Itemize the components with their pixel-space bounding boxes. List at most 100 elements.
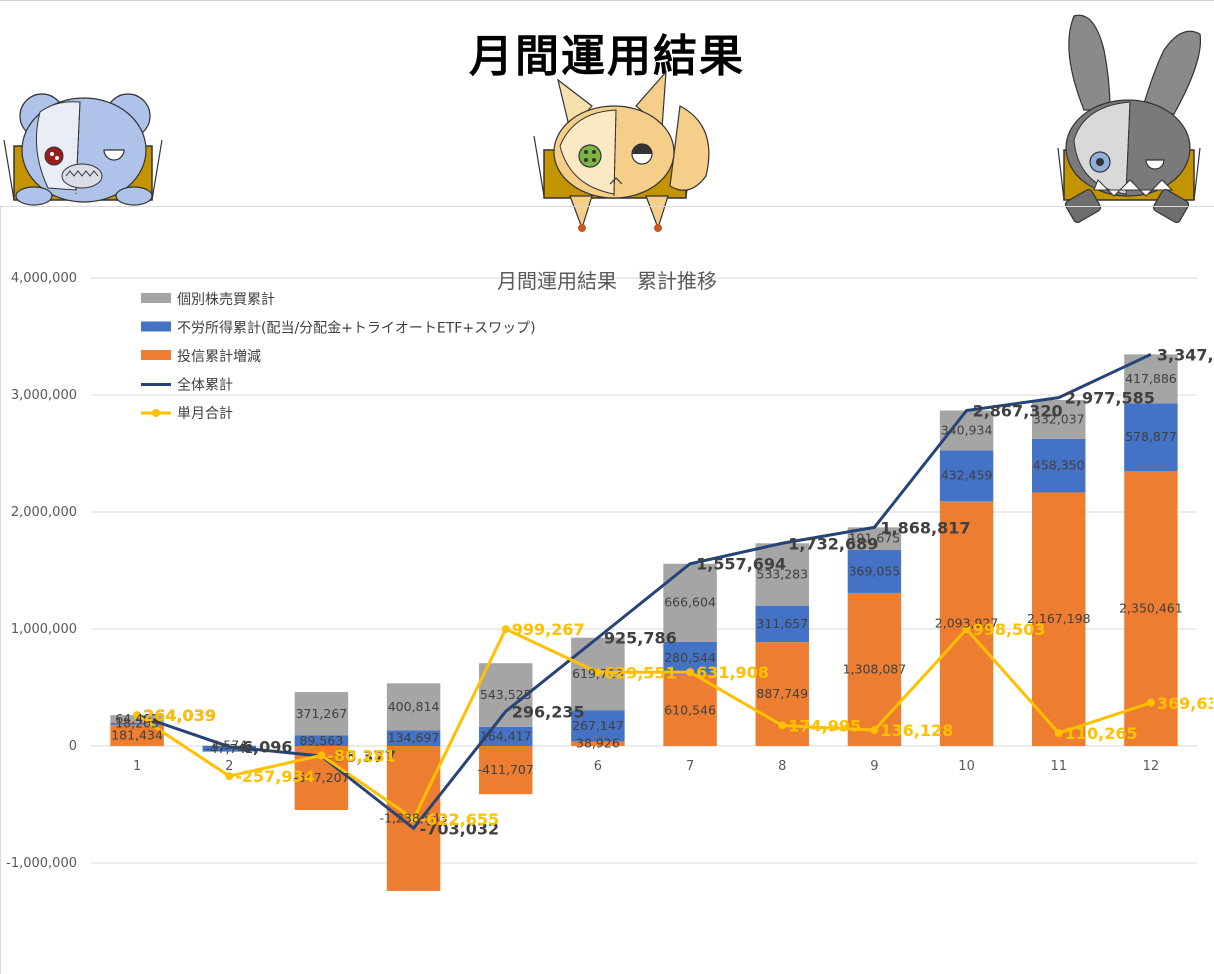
income-data-label: 578,877 — [1125, 429, 1177, 444]
total-cumulative-line — [136, 353, 1152, 831]
fund-data-label: 887,749 — [756, 686, 808, 701]
chart-area: 4,000,000 3,000,000 2,000,000 1,000,000 0 -1,… — [0, 206, 1214, 974]
x-tick-label: 12 — [1143, 759, 1160, 774]
income-data-label: 458,350 — [1033, 458, 1085, 473]
fund-data-label: 38,926 — [576, 736, 620, 751]
stock-data-label: 619,713 — [572, 666, 624, 681]
chart-title: 月間運用結果 累計推移 — [497, 269, 717, 293]
monthly-total-point — [133, 711, 142, 720]
legend-swatch — [141, 321, 171, 332]
income-bar — [939, 450, 994, 502]
stock-data-label: 533,283 — [756, 566, 808, 581]
x-tick-label: 9 — [870, 759, 878, 774]
stock-data-label: 191,675 — [849, 531, 901, 546]
total-cumulative-label: 1,732,689 — [788, 534, 878, 553]
monthly-total-label: 369,639 — [1157, 694, 1213, 713]
income-data-label: 311,657 — [756, 616, 808, 631]
stock-data-label: 340,934 — [941, 422, 993, 437]
total-cumulative-label: 264,039 — [143, 706, 216, 725]
legend-label: 不労所得累計(配当/分配金+トライオートETF+スワップ) — [177, 320, 536, 337]
monthly-total-label: 136,128 — [880, 721, 953, 740]
monthly-total-label: 629,551 — [604, 663, 677, 682]
stock-data-label: 417,886 — [1125, 371, 1177, 386]
fund-bar — [847, 592, 902, 746]
fund-bar — [110, 724, 164, 746]
monthly-total-label: 999,267 — [512, 620, 585, 639]
y-tick-label: -1,000,000 — [6, 856, 77, 871]
x-tick-label: 1 — [133, 759, 141, 774]
monthly-total-point — [593, 668, 602, 677]
fund-bar — [663, 674, 717, 746]
x-tick-label: 11 — [1050, 759, 1067, 774]
x-tick-label: 8 — [778, 759, 786, 774]
total-cumulative-label: 2,977,585 — [1065, 389, 1155, 408]
cumulative-results-chart: 4,000,000 3,000,000 2,000,000 1,000,000 0 -1,… — [6, 269, 1213, 891]
income-bar — [571, 710, 625, 742]
fund-data-label: -547,207 — [293, 770, 349, 785]
income-data-label: 164,417 — [480, 728, 532, 743]
x-tick-label: 7 — [686, 759, 694, 774]
fund-data-label: -411,707 — [478, 762, 534, 777]
income-data-label: 280,544 — [664, 650, 716, 665]
page-title: 月間運用結果 — [469, 31, 745, 82]
monthly-total-label: -622,655 — [420, 810, 500, 829]
x-axis: 123456789101112 — [133, 759, 1159, 774]
income-data-label: 432,459 — [941, 468, 993, 483]
stock-data-label: 543,525 — [480, 687, 532, 702]
income-bar — [202, 746, 256, 752]
patched-bear-mascot — [3, 93, 163, 206]
patched-fox-mascot — [533, 70, 710, 232]
monthly-total-point — [870, 726, 879, 735]
y-axis: 4,000,000 3,000,000 2,000,000 1,000,000 0 -1,… — [6, 271, 77, 871]
chart-gridlines — [91, 277, 1197, 864]
fund-data-label: -1,238,543 — [380, 810, 448, 825]
monthly-total-line — [136, 626, 1152, 822]
income-bar — [755, 605, 809, 643]
y-tick-label: 1,000,000 — [11, 622, 77, 637]
header-top-border — [0, 0, 1214, 1]
income-data-label: 89,563 — [300, 733, 344, 748]
income-bar — [386, 730, 441, 746]
monthly-total-label: 174,995 — [788, 717, 861, 736]
monthly-total-point — [962, 625, 971, 634]
income-data-label: 134,697 — [388, 730, 440, 745]
legend-label: 単月合計 — [177, 406, 233, 422]
income-bar — [1124, 403, 1178, 471]
monthly-total-label: 631,908 — [696, 663, 769, 682]
total-cumulative-label: -703,032 — [420, 819, 500, 838]
income-data-label: -47,742 — [205, 741, 253, 756]
total-cumulative-label: 1,868,817 — [880, 518, 970, 537]
total-cumulative-label: 2,867,320 — [973, 402, 1063, 421]
monthly-total-point — [409, 814, 418, 823]
legend-label: 全体累計 — [177, 377, 233, 394]
monthly-total-point — [501, 625, 510, 634]
stock-bar — [386, 683, 441, 731]
monthly-total-point — [686, 668, 695, 677]
fund-data-label: 2,350,461 — [1119, 600, 1183, 615]
total-cumulative-label: 3,347,224 — [1157, 345, 1213, 364]
total-cumulative-label: 925,786 — [604, 629, 677, 648]
x-tick-label: 2 — [225, 759, 233, 774]
y-tick-label: 4,000,000 — [11, 271, 77, 286]
stock-data-label: 666,604 — [664, 595, 716, 610]
monthly-total-label: 110,265 — [1065, 724, 1138, 743]
stock-data-label: 64,402 — [115, 711, 159, 726]
monthly-total-label: 264,039 — [143, 706, 216, 725]
stock-bar — [755, 543, 809, 606]
y-tick-label: 2,000,000 — [11, 505, 77, 520]
patched-rabbit-mascot — [1057, 14, 1202, 224]
monthly-total-point — [1054, 729, 1063, 738]
monthly-total-point — [1146, 698, 1155, 707]
income-bar — [479, 726, 533, 746]
legend-label: 個別株売買累計 — [177, 292, 275, 308]
income-bar — [847, 549, 902, 593]
fund-data-label: 2,093,927 — [935, 616, 999, 631]
monthly-total-point — [225, 772, 234, 781]
income-bar — [1032, 438, 1086, 493]
stock-data-label: 4,574 — [211, 738, 247, 753]
fund-bar — [939, 501, 994, 746]
total-cumulative-label: -86,377 — [327, 747, 395, 766]
legend-swatch — [141, 350, 171, 360]
stock-bar — [1032, 399, 1086, 439]
